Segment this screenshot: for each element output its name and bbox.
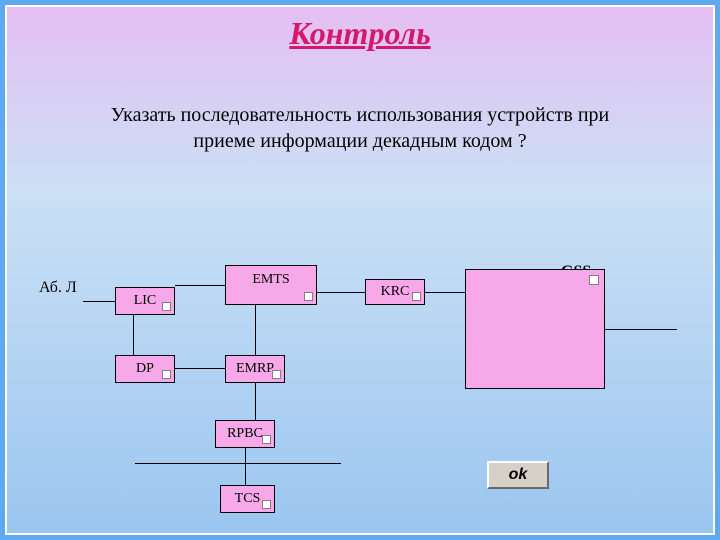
checkbox-icon[interactable] — [589, 275, 599, 285]
ok-button-label: ok — [509, 466, 528, 484]
node-label: LIC — [134, 293, 157, 309]
line — [175, 368, 225, 369]
line — [83, 301, 115, 302]
checkbox-icon[interactable] — [272, 370, 281, 379]
checkbox-icon[interactable] — [162, 370, 171, 379]
line — [425, 292, 465, 293]
line — [255, 383, 256, 420]
node-label: TCS — [235, 491, 261, 507]
node-label: DP — [136, 361, 154, 377]
line — [175, 285, 225, 286]
node-lic[interactable]: LIC — [115, 287, 175, 315]
node-emrp[interactable]: EMRP — [225, 355, 285, 383]
line — [255, 305, 256, 355]
line — [133, 315, 134, 355]
line — [317, 292, 365, 293]
diagram-area: Аб. Л GSS LIC DP EMTS EMRP — [7, 7, 713, 533]
node-label: KRC — [381, 284, 410, 300]
node-tcs[interactable]: TCS — [220, 485, 275, 513]
ok-button[interactable]: ok — [487, 461, 549, 489]
node-label: EMRP — [236, 361, 274, 377]
line — [605, 329, 677, 330]
line — [135, 463, 341, 464]
outer-frame: Контроль Указать последовательность испо… — [0, 0, 720, 540]
checkbox-icon[interactable] — [304, 292, 313, 301]
checkbox-icon[interactable] — [262, 435, 271, 444]
node-label: RPBC — [227, 426, 263, 442]
node-dp[interactable]: DP — [115, 355, 175, 383]
label-abl: Аб. Л — [39, 279, 77, 297]
checkbox-icon[interactable] — [262, 500, 271, 509]
node-gss-box[interactable] — [465, 269, 605, 389]
inner-frame: Контроль Указать последовательность испо… — [5, 5, 715, 535]
checkbox-icon[interactable] — [412, 292, 421, 301]
checkbox-icon[interactable] — [162, 302, 171, 311]
node-krc[interactable]: KRC — [365, 279, 425, 305]
node-rpbc[interactable]: RPBC — [215, 420, 275, 448]
node-label: EMTS — [252, 272, 289, 288]
node-emts[interactable]: EMTS — [225, 265, 317, 305]
line — [245, 448, 246, 485]
